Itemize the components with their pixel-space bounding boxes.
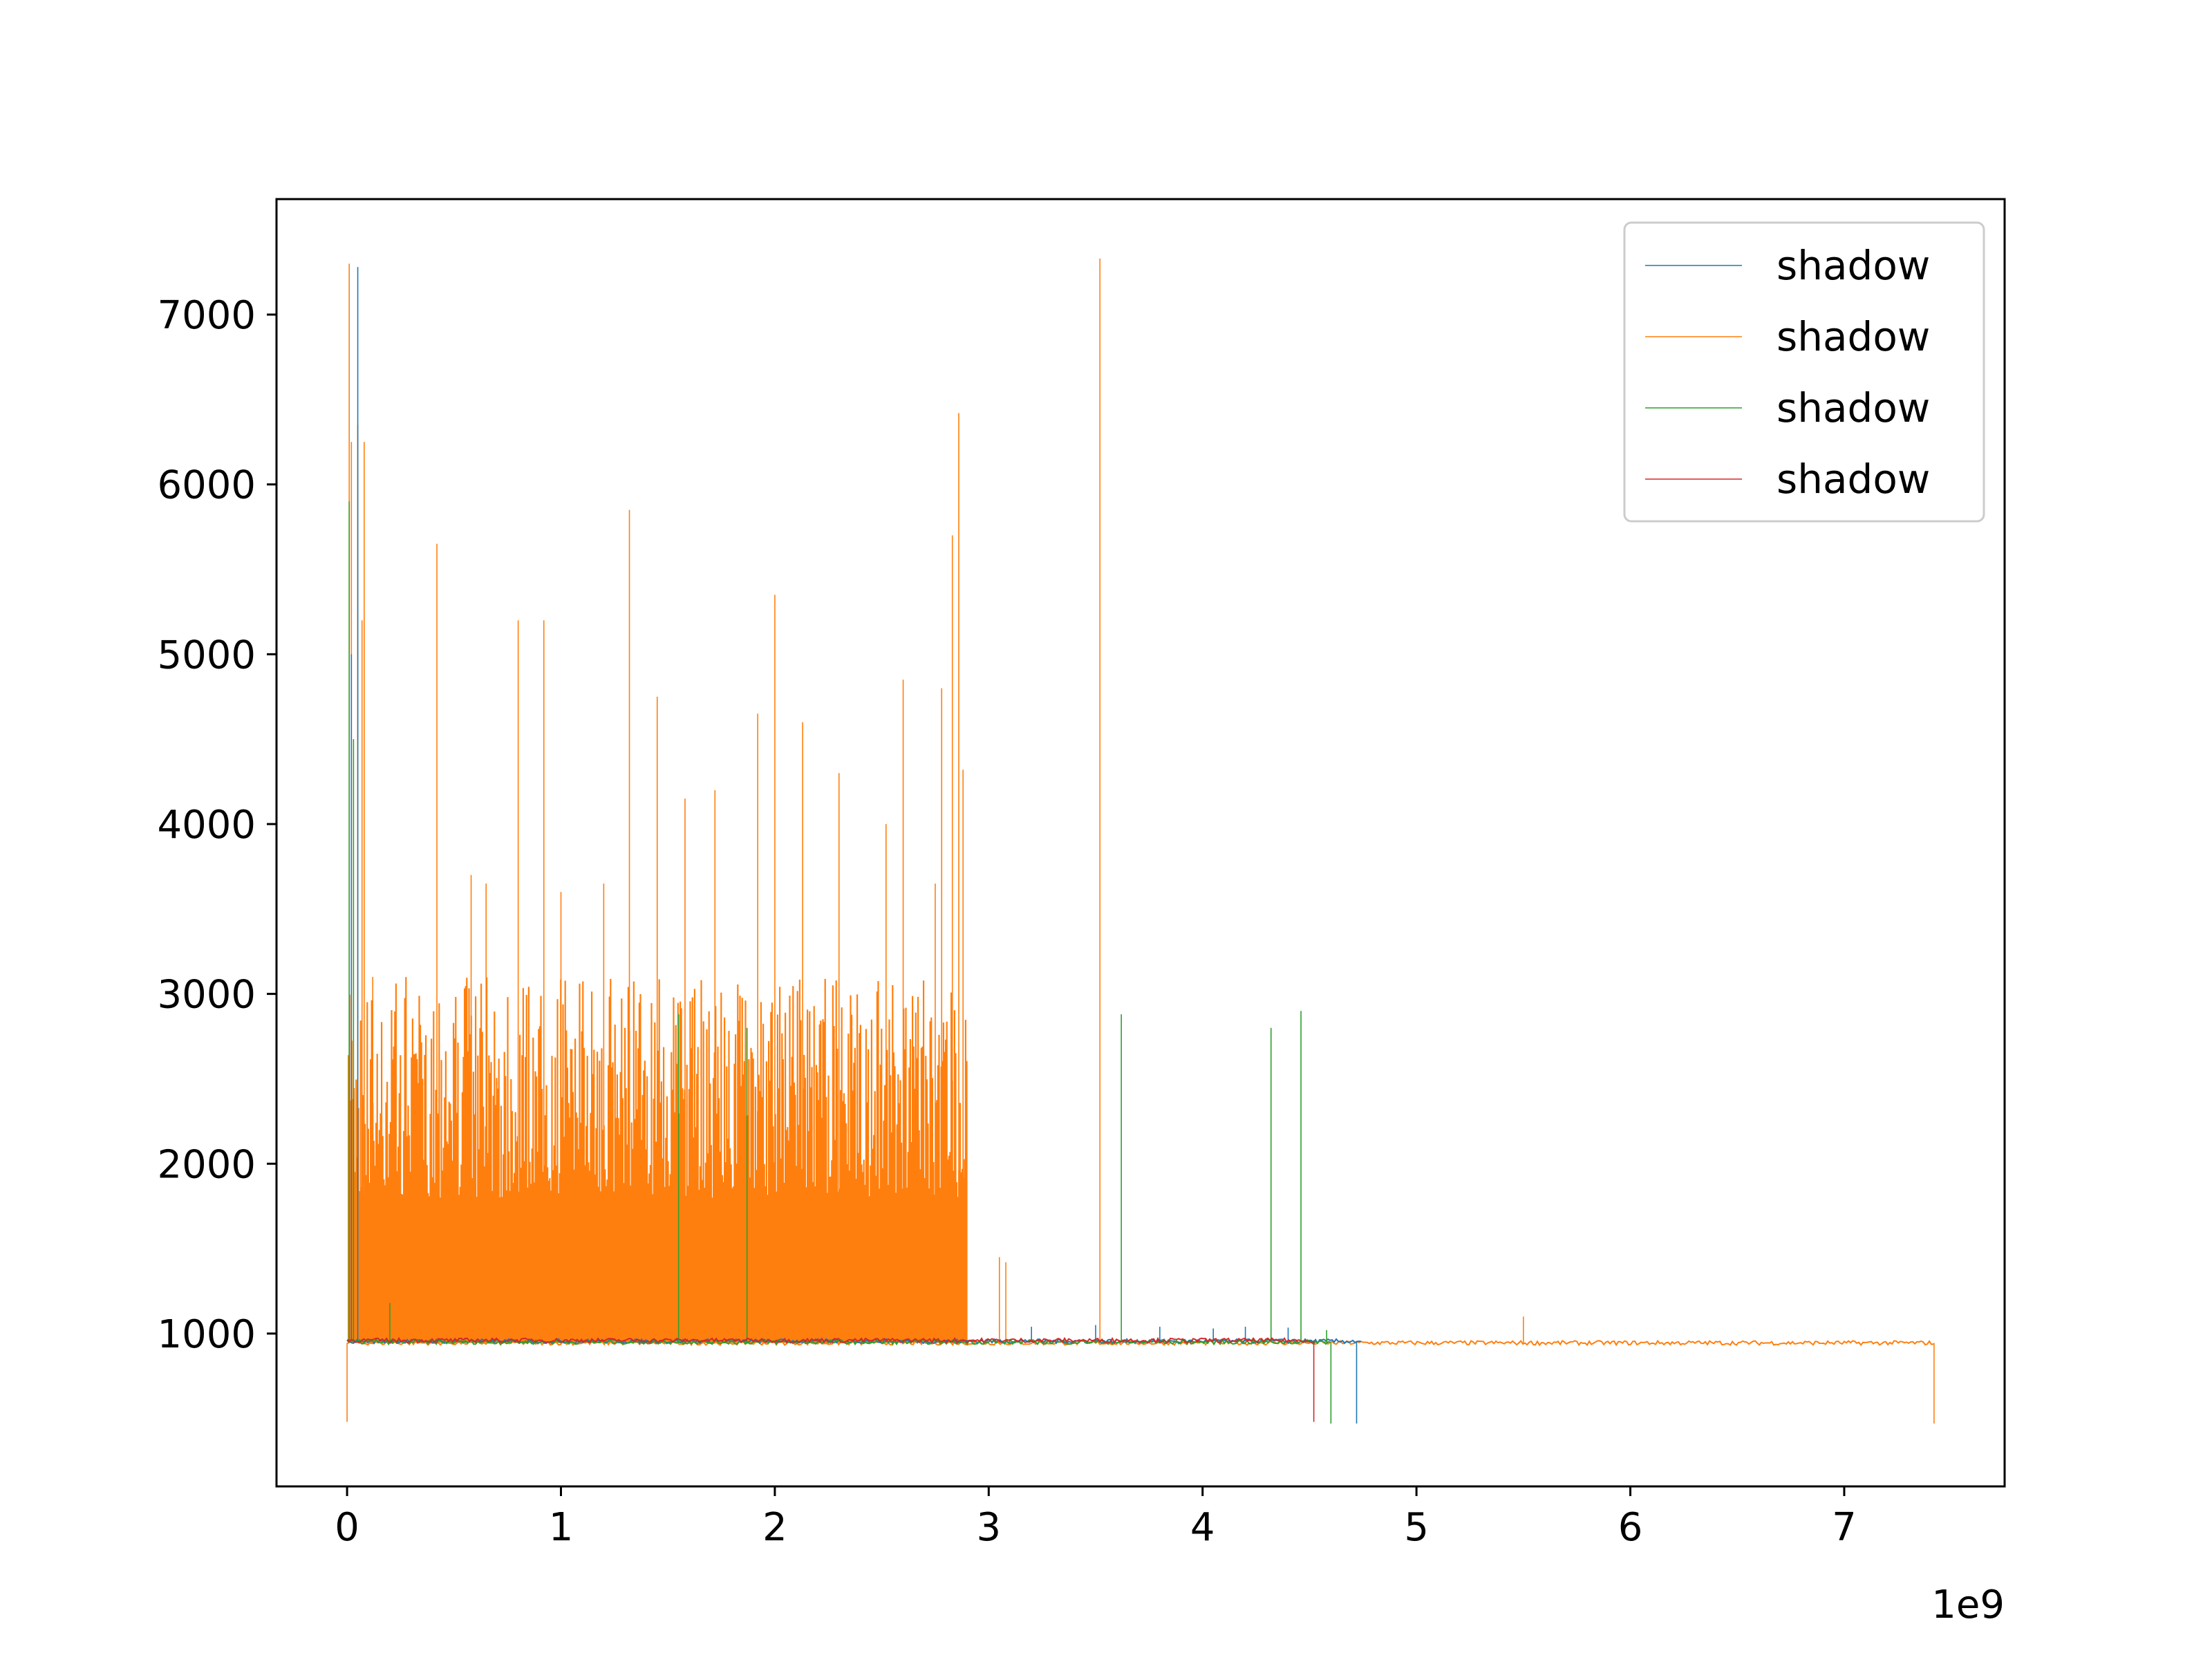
series-1 (346, 258, 1935, 1424)
y-tick-label: 4000 (157, 803, 256, 848)
y-tick-label: 3000 (157, 973, 256, 1018)
x-tick-label: 0 (335, 1505, 359, 1550)
x-tick-label: 3 (977, 1505, 1002, 1550)
plot-layer (346, 258, 1935, 1424)
y-tick-label: 1000 (157, 1312, 256, 1357)
legend-label: shadow (1777, 242, 1930, 289)
series-1-line (346, 1339, 1934, 1347)
y-tick-label: 5000 (157, 633, 256, 678)
x-tick-label: 5 (1404, 1505, 1429, 1550)
legend: shadow shadow shadow shadow (1623, 221, 1985, 523)
x-tick-label: 7 (1832, 1505, 1857, 1550)
legend-label: shadow (1777, 456, 1930, 503)
y-tick-label: 6000 (157, 463, 256, 508)
x-tick-label: 6 (1618, 1505, 1643, 1550)
ticks-layer: 0 1 2 3 4 5 6 7 1000 2000 3000 4000 5000 6000 7000 (157, 293, 1856, 1550)
legend-box (1623, 221, 1985, 523)
x-axis-offset-label: 1e9 (1931, 1582, 2005, 1627)
x-tick-label: 2 (762, 1505, 787, 1550)
x-tick-label: 4 (1190, 1505, 1215, 1550)
y-tick-label: 2000 (157, 1142, 256, 1187)
legend-label: shadow (1777, 313, 1930, 360)
series-2-line (346, 1338, 1331, 1346)
x-tick-label: 1 (549, 1505, 574, 1550)
y-tick-label: 7000 (157, 293, 256, 338)
series-3-line (346, 1336, 1314, 1344)
series-3 (346, 1336, 1315, 1422)
series-2 (346, 501, 1332, 1424)
legend-label: shadow (1777, 384, 1930, 431)
axes-frame (275, 198, 2006, 1488)
